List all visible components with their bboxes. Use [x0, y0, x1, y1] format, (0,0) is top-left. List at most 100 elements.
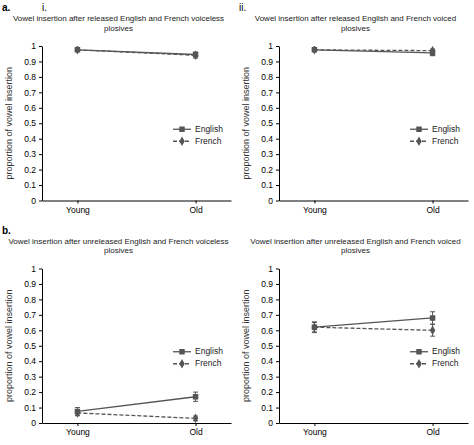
point	[193, 51, 198, 60]
y-tick: 0.7	[261, 310, 279, 320]
panel: 00.10.20.30.40.50.60.70.80.91YoungOldpro…	[241, 237, 468, 438]
legend-item: English	[410, 124, 460, 134]
point	[430, 326, 435, 335]
legend-label: English	[432, 346, 460, 356]
tick-mark	[276, 139, 279, 140]
x-axis: Young Old	[43, 201, 232, 215]
x-axis: YoungOld	[280, 423, 469, 437]
tick-mark	[276, 77, 279, 78]
tick-label: Young	[303, 205, 327, 215]
tick-mark	[39, 92, 42, 93]
point	[75, 46, 80, 55]
series-line	[314, 50, 432, 53]
y-tick: 0.1	[261, 403, 279, 413]
tick-mark	[276, 408, 279, 409]
marks	[312, 46, 436, 56]
tick-label: 0.6	[261, 103, 273, 113]
marks	[312, 312, 436, 336]
y-axis: 00.10.20.30.40.50.60.70.80.91	[261, 264, 279, 429]
tick-label: Young	[303, 427, 327, 437]
tick-mark	[39, 315, 42, 316]
tick-label: 0.7	[261, 88, 273, 98]
axis-line	[43, 423, 232, 424]
legend-item: French	[173, 358, 222, 368]
y-axis: 00.10.20.30.40.50.60.70.80.91	[261, 41, 279, 206]
x-axis: YoungOld	[43, 423, 232, 437]
tick-mark	[39, 154, 42, 155]
tick-label: 0.4	[24, 134, 36, 144]
y-tick: 0.4	[261, 356, 279, 366]
x-axis: Young Old	[280, 201, 469, 215]
tick-label: Young	[66, 205, 90, 215]
y-tick: 0.4	[24, 134, 42, 144]
tick-mark	[276, 201, 279, 202]
panel-label: ii.	[239, 2, 246, 13]
y-tick: 0.4	[261, 134, 279, 144]
tick-mark	[276, 346, 279, 347]
y-tick: 0	[31, 196, 42, 206]
error-bar	[312, 322, 317, 333]
y-tick: 0.6	[24, 103, 42, 113]
tick-label: 0.1	[261, 180, 273, 190]
panel: 00.10.20.30.40.50.60.70.80.91YoungOldpro…	[239, 2, 469, 215]
tick-label: 1	[31, 41, 36, 51]
tick-mark	[276, 330, 279, 331]
point	[75, 408, 80, 417]
tick-mark	[39, 170, 42, 171]
y-tick: 0.8	[261, 295, 279, 305]
y-tick: 0.8	[261, 72, 279, 82]
legend: EnglishFrench	[410, 124, 460, 146]
tick-mark	[39, 361, 42, 362]
tick-label: 0	[31, 196, 36, 206]
y-tick: 0	[31, 418, 42, 428]
y-label: proportion of vowel insertion	[4, 289, 14, 402]
tick-label: 0.7	[24, 88, 36, 98]
tick-mark	[314, 423, 315, 426]
x-tick: Old	[426, 201, 440, 215]
tick-label: 0.6	[24, 103, 36, 113]
y-tick: 0.3	[261, 149, 279, 159]
tick-mark	[39, 346, 42, 347]
tick-mark	[39, 392, 42, 393]
y-tick: 1	[31, 41, 42, 51]
legend: English French	[173, 124, 223, 146]
legend-item: English	[173, 124, 223, 134]
tick-mark	[39, 123, 42, 124]
tick-mark	[314, 201, 315, 204]
tick-label: 0.9	[261, 57, 273, 67]
tick-mark	[433, 423, 434, 426]
y-axis: 00.10.20.30.40.50.60.70.80.91	[24, 264, 42, 429]
tick-mark	[39, 299, 42, 300]
y-tick: 0.2	[24, 165, 42, 175]
series-line	[77, 50, 195, 55]
series-line	[77, 413, 195, 418]
y-tick: 0.1	[261, 180, 279, 190]
legend-item: French	[173, 136, 222, 146]
legend-label: French	[432, 358, 459, 368]
x-tick: Young	[303, 423, 327, 437]
y-label: proportion of vowel insertion	[4, 67, 14, 180]
tick-mark	[276, 170, 279, 171]
axis-line	[279, 47, 280, 202]
tick-label: Old	[189, 205, 203, 215]
y-tick: 0	[268, 418, 279, 428]
tick-label: 0	[268, 418, 273, 428]
x-tick: Young	[303, 201, 327, 215]
axis-line	[42, 47, 43, 202]
y-tick: 0.6	[261, 326, 279, 336]
tick-label: 0	[31, 418, 36, 428]
y-tick: 1	[268, 41, 279, 51]
tick-mark	[39, 139, 42, 140]
axis-line	[279, 269, 280, 424]
tick-mark	[276, 361, 279, 362]
tick-mark	[196, 201, 197, 204]
tick-label: 0.7	[261, 310, 273, 320]
tick-label: 0.9	[261, 279, 273, 289]
tick-mark	[39, 108, 42, 109]
tick-label: 0.9	[24, 279, 36, 289]
tick-mark	[276, 377, 279, 378]
tick-mark	[276, 269, 279, 270]
tick-label: 0.5	[24, 118, 36, 128]
y-tick: 0.9	[24, 57, 42, 67]
legend-item: English	[410, 346, 460, 356]
